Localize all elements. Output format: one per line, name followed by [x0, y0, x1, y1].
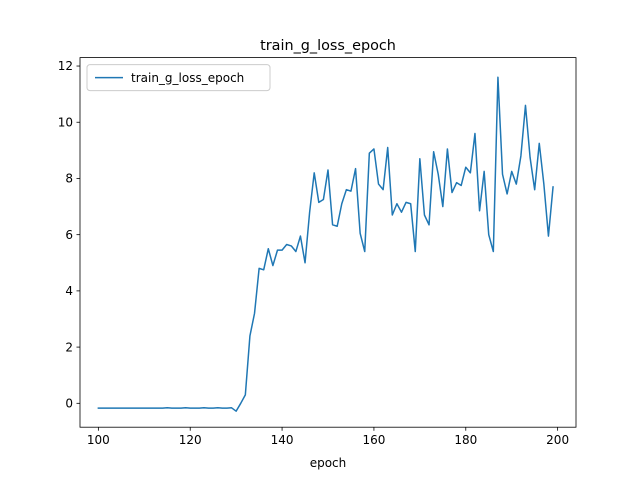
y-tick-label: 12	[58, 59, 73, 73]
series-line	[97, 76, 554, 412]
legend: train_g_loss_epoch	[86, 64, 271, 92]
x-tick-label: 120	[179, 433, 202, 447]
y-tick-label: 4	[65, 284, 73, 298]
x-tick-label: 160	[362, 433, 385, 447]
y-tick-label: 10	[58, 115, 73, 129]
plot-frame	[79, 57, 577, 428]
x-tick-label: 140	[271, 433, 294, 447]
x-tick-label: 200	[546, 433, 569, 447]
y-tick-label: 6	[65, 228, 73, 242]
x-tick-label: 180	[454, 433, 477, 447]
series-layer	[97, 76, 554, 412]
y-tick-label: 0	[65, 397, 73, 411]
x-axis-label: epoch	[310, 456, 347, 470]
y-tick-label: 8	[65, 172, 73, 186]
x-tick-label: 100	[87, 433, 110, 447]
chart-title: train_g_loss_epoch	[260, 38, 396, 54]
ticks-layer: 100 120 140 160 180 200 0 2 4 6 8 10 12	[58, 59, 569, 447]
legend-label: train_g_loss_epoch	[131, 71, 244, 85]
y-tick-label: 2	[65, 340, 73, 354]
legend-box	[86, 64, 271, 92]
